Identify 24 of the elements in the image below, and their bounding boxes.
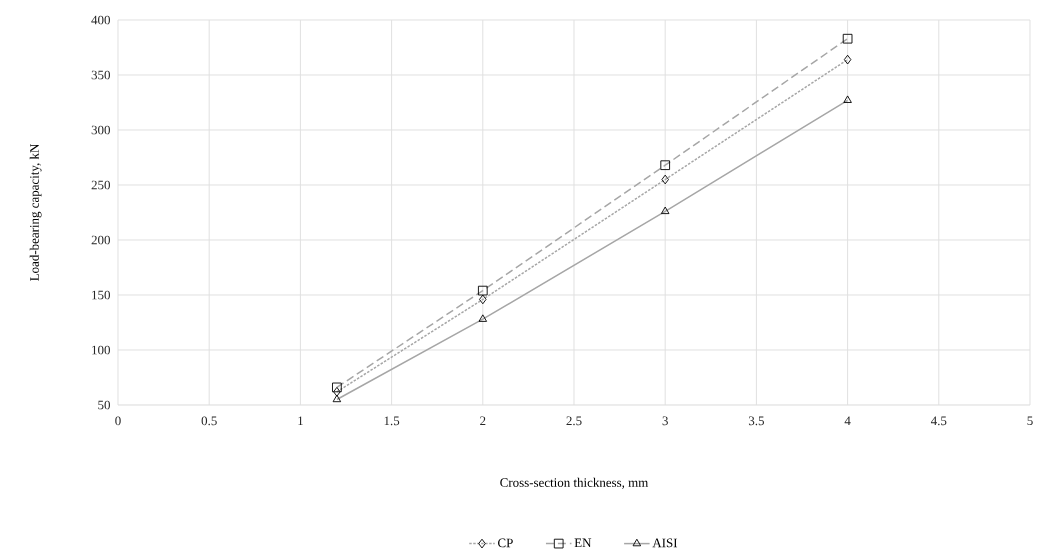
y-tick-label: 200	[91, 235, 110, 245]
y-tick-label: 50	[98, 400, 110, 410]
y-tick-label: 400	[91, 15, 110, 25]
x-tick-label: 2.5	[566, 416, 582, 426]
x-tick-label: 2	[480, 416, 486, 426]
y-tick-label: 150	[92, 290, 110, 300]
y-tick-label: 350	[91, 70, 110, 80]
x-tick-label: 3.5	[748, 416, 764, 426]
legend-label: EN	[574, 538, 592, 548]
x-tick-label: 0	[115, 416, 121, 426]
x-axis-title: Cross-section thickness, mm	[500, 477, 649, 489]
x-tick-label: 0.5	[201, 416, 217, 426]
y-tick-label: 100	[92, 345, 110, 355]
y-tick-label: 300	[91, 125, 110, 135]
x-tick-label: 1.5	[384, 416, 400, 426]
x-tick-label: 3	[662, 416, 668, 426]
x-tick-label: 5	[1027, 416, 1033, 426]
legend-label: CP	[498, 538, 513, 548]
y-axis-title: Load-bearing capacity, kN	[29, 143, 42, 281]
x-tick-label: 4	[844, 416, 851, 426]
legend-label: AISI	[652, 538, 678, 548]
y-tick-label: 250	[91, 180, 110, 190]
x-tick-label: 4.5	[930, 416, 947, 426]
x-tick-label: 1	[298, 416, 303, 426]
